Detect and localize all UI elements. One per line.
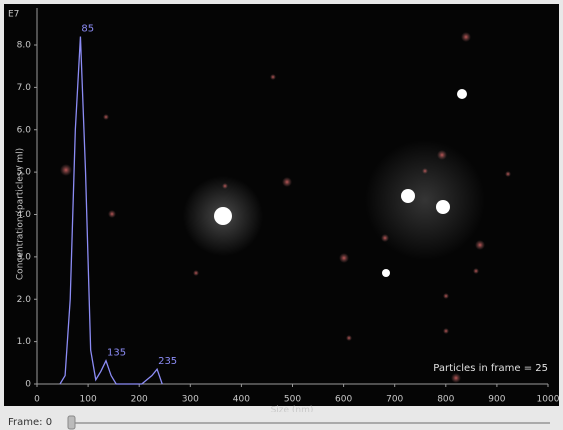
particle (103, 114, 109, 120)
particle (457, 89, 467, 99)
particle (436, 200, 450, 214)
y-tick-label: 7.0 (17, 83, 32, 93)
x-tick-label: 0 (34, 395, 40, 405)
particle (214, 207, 232, 225)
particle (473, 268, 479, 274)
y-tick-label: 1.0 (17, 337, 32, 347)
y-axis-label: Concentration (particles / ml) (16, 148, 26, 280)
x-tick-label: 600 (335, 395, 352, 405)
particles (60, 32, 511, 383)
particle (282, 177, 292, 187)
particle (443, 328, 449, 334)
peak-label: 85 (81, 24, 94, 35)
x-tick-label: 100 (80, 395, 97, 405)
x-tick-label: 700 (386, 395, 403, 405)
x-axis-label: Size (nm) (271, 406, 314, 416)
slider-bar (4, 412, 559, 430)
particle-count: Particles in frame = 25 (433, 363, 548, 374)
particle (346, 335, 352, 341)
x-tick-label: 500 (284, 395, 301, 405)
particle (222, 183, 228, 189)
y-tick-label: 5.0 (17, 168, 32, 178)
exponent-label: E7 (8, 10, 19, 20)
x-tick-label: 200 (131, 395, 148, 405)
particle (270, 74, 276, 80)
x-tick-label: 900 (488, 395, 505, 405)
particle (193, 270, 199, 276)
particle (381, 234, 389, 242)
particle (461, 32, 471, 42)
particle-halo (365, 140, 485, 260)
particle (108, 210, 116, 218)
size-distribution-line (59, 36, 163, 385)
particle (60, 164, 72, 176)
particle (475, 240, 485, 250)
y-tick-label: 8.0 (17, 41, 32, 51)
y-tick-label: 2.0 (17, 295, 32, 305)
particle (382, 269, 390, 277)
particle (339, 253, 349, 263)
y-tick-label: 6.0 (17, 125, 32, 135)
y-tick-label: 3.0 (17, 252, 32, 262)
particle (401, 189, 415, 203)
x-tick-label: 300 (182, 395, 199, 405)
x-tick-label: 400 (233, 395, 250, 405)
particle (505, 171, 511, 177)
peak-label: 135 (107, 348, 126, 359)
y-tick-label: 0 (25, 380, 31, 390)
particle (451, 373, 461, 383)
peak-label: 235 (158, 356, 177, 367)
x-tick-label: 1000 (537, 395, 560, 405)
y-tick-label: 4.0 (17, 210, 32, 220)
slider-knob[interactable] (67, 415, 76, 430)
x-tick-label: 800 (437, 395, 454, 405)
particle (443, 293, 449, 299)
particle (437, 150, 447, 160)
slider-label: Frame: 0 (8, 417, 52, 428)
particle (422, 168, 428, 174)
